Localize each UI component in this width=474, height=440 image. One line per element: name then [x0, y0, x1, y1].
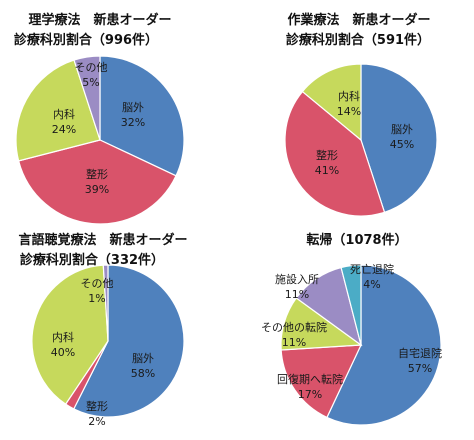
chart-4-slice-2 — [280, 344, 362, 419]
chart-4-slice-2-value: 17% — [298, 388, 322, 401]
chart-1-subtitle: 診療科別割合（996件） — [14, 32, 158, 48]
chart-1-slice-2-value: 39% — [85, 183, 109, 196]
chart-4-slice-3-label: その他の転院 — [261, 320, 327, 334]
chart-1-slice-4-label: その他 — [75, 61, 108, 74]
chart-4-title: 転帰（1078件） — [306, 232, 407, 248]
chart-2-pie: 脳外 45% 整形 41% 内科 14% — [284, 63, 438, 217]
chart-1-slice-4-value: 5% — [82, 76, 99, 89]
chart-4-slice-5-label: 死亡退院 — [350, 262, 394, 276]
chart-3-slice-1 — [73, 264, 185, 418]
chart-3-slice-3-label: 内科 — [52, 330, 74, 344]
chart-3-slice-4-value: 1% — [88, 292, 105, 305]
chart-1-slice-1 — [99, 55, 185, 177]
chart-3-slice-3 — [31, 264, 109, 405]
chart-2-titles: 作業療法 新患オーダー 診療科別割合（591件） — [286, 12, 431, 48]
chart-1-slice-3-label: 内科 — [53, 107, 75, 121]
chart-2-slice-2 — [284, 90, 386, 217]
chart-4-pie: 自宅退院 57% 回復期へ転院 17% その他の転院 11% 施設入所 11% 死亡退院 4% — [261, 262, 442, 426]
pie-plots: 脳外 32% 整形 39% 内科 24% その他 5% 脳外 45% 整形 41% 内科 14% 脳外 58%… — [15, 55, 442, 428]
chart-4-titles: 転帰（1078件） — [306, 232, 407, 248]
chart-4-slice-5 — [340, 264, 362, 346]
chart-1-titles: 理学療法 新患オーダー 診療科別割合（996件） — [14, 12, 172, 48]
chart-3-slice-2-label: 整形 — [86, 399, 108, 413]
chart-2-title: 作業療法 新患オーダー — [287, 12, 430, 28]
chart-2-slice-2-label: 整形 — [316, 148, 338, 162]
chart-3-pie: 脳外 58% 整形 2% 内科 40% その他 1% — [31, 264, 185, 428]
chart-1-pie: 脳外 32% 整形 39% 内科 24% その他 5% — [15, 55, 185, 225]
chart-2-slice-3 — [301, 63, 362, 142]
chart-1-slice-1-label: 脳外 — [122, 101, 144, 114]
chart-4-slice-3-value: 11% — [282, 336, 306, 349]
chart-3-subtitle: 診療科別割合（332件） — [20, 252, 164, 268]
chart-3-titles: 言語聴覚療法 新患オーダー 診療科別割合（332件） — [18, 232, 187, 268]
chart-1-title: 理学療法 新患オーダー — [28, 12, 171, 28]
chart-3-slice-1-label: 脳外 — [132, 352, 154, 365]
chart-4-slice-5-value: 4% — [363, 278, 380, 291]
chart-1-slice-2-label: 整形 — [86, 167, 108, 181]
chart-3-slice-1-value: 58% — [131, 367, 155, 380]
chart-2-slice-1 — [360, 63, 438, 214]
chart-4-slice-2-label: 回復期へ転院 — [277, 372, 343, 386]
chart-2-slice-3-label: 内科 — [338, 89, 360, 103]
chart-4-slice-4-label: 施設入所 — [275, 272, 319, 286]
chart-2-slice-2-value: 41% — [315, 164, 339, 177]
chart-4-slice-1 — [326, 264, 442, 426]
chart-1-slice-1-value: 32% — [121, 116, 145, 129]
chart-1-slice-4 — [73, 55, 101, 141]
chart-2-subtitle: 診療科別割合（591件） — [286, 32, 430, 48]
chart-4-slice-1-label: 自宅退院 — [398, 346, 442, 360]
chart-3-title: 言語聴覚療法 新患オーダー — [18, 232, 187, 248]
chart-1-slice-3-value: 24% — [52, 123, 76, 136]
chart-3-slice-3-value: 40% — [51, 346, 75, 359]
chart-3-slice-4 — [102, 264, 109, 342]
chart-2-slice-1-value: 45% — [390, 138, 414, 151]
chart-2-slice-1-label: 脳外 — [391, 123, 413, 136]
chart-3-slice-2-value: 2% — [88, 415, 105, 428]
chart-2-slice-3-value: 14% — [337, 105, 361, 118]
chart-3-slice-4-label: その他 — [81, 277, 114, 290]
chart-1-slice-3 — [15, 59, 101, 162]
chart-4-slice-1-value: 57% — [408, 362, 432, 375]
chart-1-slice-2 — [17, 139, 177, 225]
chart-4-slice-4-value: 11% — [285, 288, 309, 301]
